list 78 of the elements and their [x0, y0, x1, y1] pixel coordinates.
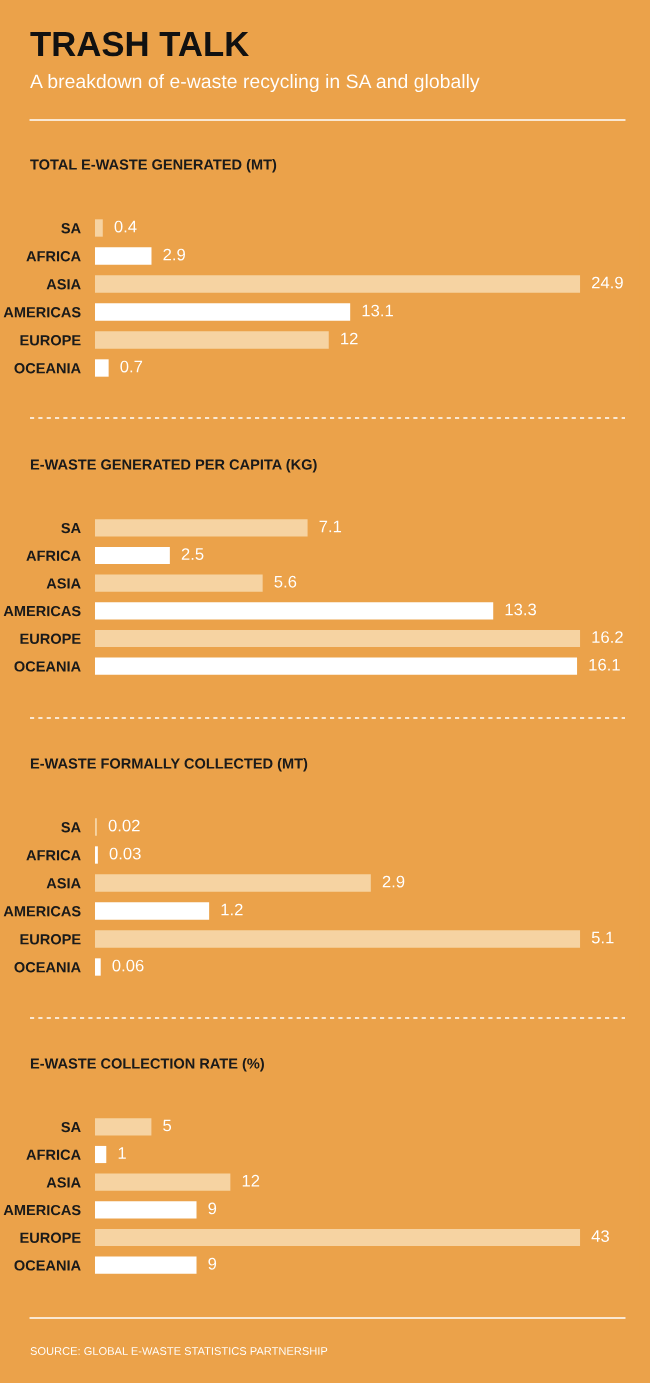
bar [95, 1118, 152, 1136]
bar [95, 874, 371, 892]
bar [95, 1228, 581, 1247]
data-label: 0.4 [114, 220, 137, 233]
data-label: 2.9 [163, 248, 185, 261]
y-tick-label: AMERICAS [3, 307, 81, 318]
data-label: 2.9 [382, 875, 405, 888]
text: A breakdown of e-waste recycling in SA and globally [30, 73, 480, 93]
data-label: 13.1 [362, 304, 393, 317]
data-label: 0.06 [112, 959, 144, 972]
y-tick-label: AMERICAS [3, 605, 81, 617]
chart-title: E-WASTE FORMALLY COLLECTED (MT) [30, 757, 308, 772]
bar [95, 275, 581, 293]
data-label: 12 [341, 332, 358, 345]
data-label: 24.9 [592, 276, 623, 289]
y-tick-label: AFRICA [26, 1149, 81, 1160]
y-tick-label: OCEANIA [14, 661, 81, 672]
data-label: 9 [208, 1202, 217, 1215]
y-tick-label: EUROPE [20, 633, 81, 644]
data-label: 12 [242, 1174, 260, 1187]
bar [95, 574, 263, 592]
bar [95, 958, 101, 976]
y-tick-label: ASIA [46, 279, 81, 290]
y-tick-label: OCEANIA [14, 962, 81, 973]
y-tick-label: EUROPE [20, 934, 81, 945]
bar [95, 303, 351, 321]
y-tick-label: ASIA [46, 1177, 81, 1188]
bar [95, 1256, 197, 1274]
bar [95, 1145, 107, 1164]
data-label: 16.1 [589, 658, 620, 671]
bar [95, 902, 210, 920]
text: TRASH TALK [30, 31, 249, 57]
bar [95, 519, 308, 537]
data-label: 2.5 [181, 548, 204, 560]
bar [95, 846, 98, 864]
y-tick-label: ASIA [46, 578, 81, 589]
bar [95, 247, 152, 265]
y-tick-label: EUROPE [20, 1232, 81, 1243]
data-label: 5.1 [591, 931, 614, 944]
y-tick-label: AMERICAS [3, 1204, 81, 1216]
data-label: 43 [591, 1230, 609, 1242]
data-label: 1 [118, 1147, 126, 1159]
y-tick-label: SA [61, 1121, 81, 1133]
bar [95, 1201, 197, 1219]
data-label: 5 [163, 1119, 172, 1132]
chart-title: E-WASTE GENERATED PER CAPITA (KG) [30, 458, 317, 473]
data-label: 16.2 [592, 631, 623, 643]
y-tick-label: SA [61, 522, 81, 534]
bar [95, 359, 109, 377]
bar [95, 219, 103, 237]
y-tick-label: SA [61, 822, 81, 833]
bar [95, 930, 581, 948]
bar [95, 602, 494, 620]
y-tick-label: OCEANIA [14, 363, 81, 374]
source-note: SOURCE: GLOBAL E-WASTE STATISTICS PARTNERSHIP [30, 1347, 328, 1355]
y-tick-label: AMERICAS [3, 906, 81, 917]
chart-title: TOTAL E-WASTE GENERATED (MT) [30, 158, 277, 173]
y-tick-label: SA [61, 223, 81, 234]
bar [95, 331, 329, 349]
data-label: 7.1 [319, 520, 342, 533]
y-tick-label: EUROPE [20, 335, 81, 346]
data-label: 5.6 [274, 575, 297, 588]
bar [95, 657, 578, 675]
y-tick-label: ASIA [46, 878, 81, 889]
data-label: 0.02 [108, 819, 140, 832]
y-tick-label: AFRICA [26, 550, 81, 561]
data-label: 13.3 [505, 603, 537, 616]
y-tick-label: OCEANIA [14, 1260, 81, 1271]
data-label: 0.03 [109, 847, 141, 860]
y-tick-label: AFRICA [26, 251, 81, 262]
bar [95, 1173, 231, 1191]
bar [95, 546, 170, 565]
chart-title: E-WASTE COLLECTION RATE (%) [30, 1057, 264, 1072]
data-label: 9 [208, 1257, 217, 1270]
data-label: 1.2 [221, 903, 243, 916]
data-label: 0.7 [120, 360, 143, 373]
bar [95, 629, 581, 648]
y-tick-label: AFRICA [26, 850, 81, 861]
